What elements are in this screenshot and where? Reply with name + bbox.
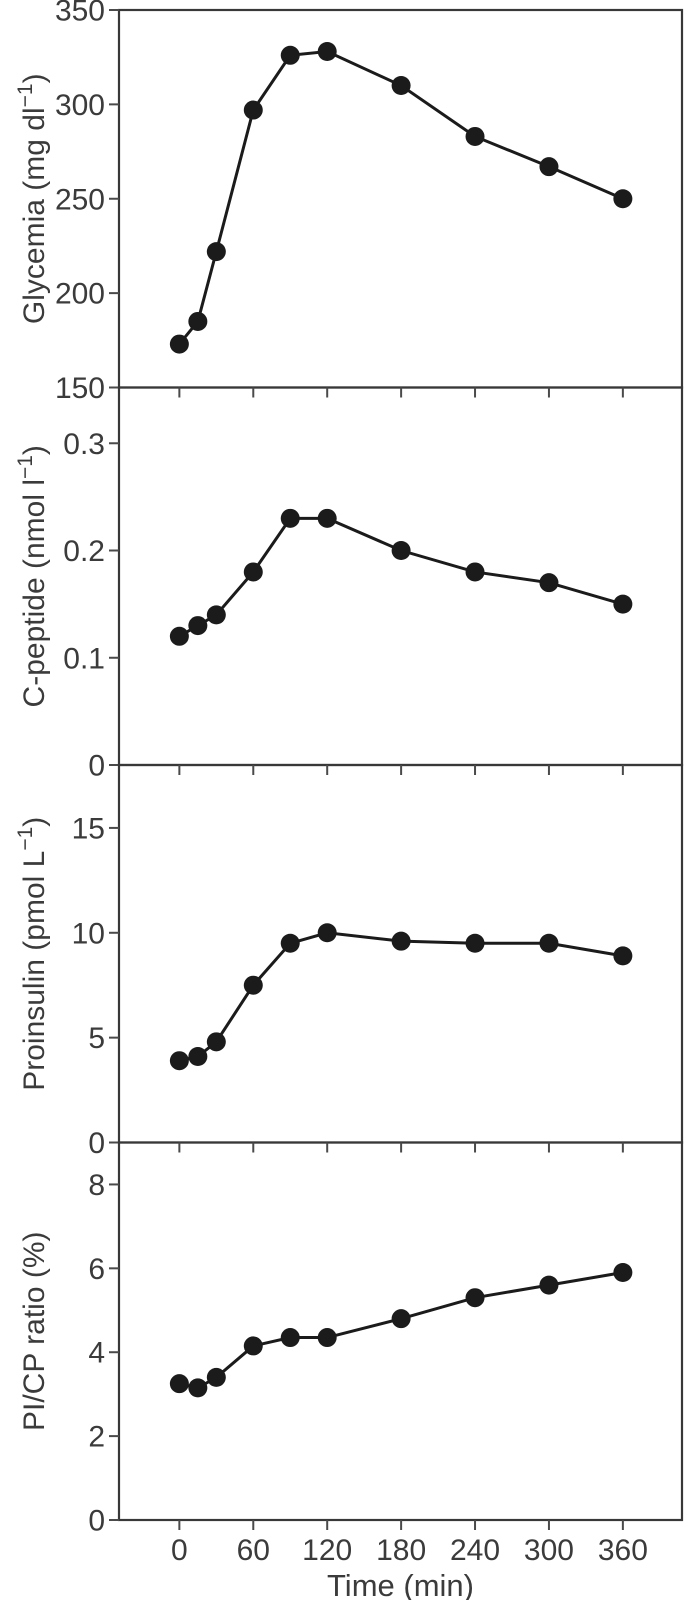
x-tick-label: 240 <box>450 1534 500 1567</box>
data-point <box>206 1367 226 1387</box>
data-point <box>280 45 300 65</box>
data-point <box>539 157 559 177</box>
x-tick-label: 60 <box>237 1534 270 1567</box>
panel-border <box>117 386 684 767</box>
data-point <box>391 1309 411 1329</box>
panel-border <box>117 1141 684 1522</box>
data-point <box>188 1047 208 1067</box>
data-point <box>391 541 411 561</box>
data-point <box>169 1051 189 1071</box>
y-tick-label: 10 <box>72 917 105 950</box>
data-point <box>280 508 300 528</box>
data-point <box>539 573 559 593</box>
data-point <box>243 1336 263 1356</box>
y-tick-label: 300 <box>55 89 105 122</box>
y-tick-label: 250 <box>55 183 105 216</box>
y-tick-label: 5 <box>88 1022 105 1055</box>
data-point <box>391 931 411 951</box>
data-point <box>613 189 633 209</box>
series-line <box>178 516 624 638</box>
panel-border <box>117 8 684 389</box>
data-point <box>613 594 633 614</box>
y-tick-label: 0 <box>88 1127 105 1160</box>
data-point <box>280 1328 300 1348</box>
data-point <box>539 1275 559 1295</box>
series-line <box>179 1271 624 1390</box>
data-point <box>206 242 226 262</box>
y-axis-label: PI/CP ratio (%) <box>18 1232 51 1432</box>
data-point <box>243 100 263 120</box>
panel-glycemia: 150 200 250 300 350 Glycemia (mg dl−1) <box>14 0 684 405</box>
data-point <box>391 76 411 95</box>
series-line <box>178 49 624 346</box>
x-tick-label: 300 <box>524 1534 574 1567</box>
y-axis-label: Proinsulin (pmol L−1) <box>14 817 51 1091</box>
x-tick-label: 360 <box>598 1534 648 1567</box>
data-point <box>188 616 208 636</box>
data-point <box>317 1328 337 1348</box>
y-tick-label: 200 <box>55 278 105 311</box>
y-tick-label: 2 <box>88 1421 105 1454</box>
panel-c-peptide: 0 0.1 0.2 0.3 C-peptide (nmol l−1) <box>14 386 684 783</box>
y-axis-label: Glycemia (mg dl−1) <box>14 73 51 324</box>
series-line <box>179 931 624 1063</box>
y-tick-label: 0.1 <box>63 642 105 675</box>
y-tick-label: 8 <box>88 1169 105 1202</box>
data-point <box>169 334 189 354</box>
data-point <box>465 933 485 953</box>
data-point <box>280 933 300 953</box>
data-point <box>206 1032 226 1052</box>
data-point <box>465 562 485 582</box>
data-point <box>613 946 633 966</box>
data-point <box>206 605 226 625</box>
y-tick-label: 6 <box>88 1253 105 1286</box>
x-tick-label: 120 <box>302 1534 352 1567</box>
y-tick-label: 15 <box>72 812 105 845</box>
x-axis-label: Time (min) <box>327 1568 474 1600</box>
y-tick-label: 0 <box>88 1505 105 1538</box>
panel-proinsulin: 0 5 10 15 Proinsulin (pmol L−1) <box>14 763 684 1160</box>
y-axis-label: C-peptide (nmol l−1) <box>14 445 51 707</box>
x-tick-label: 0 <box>171 1534 188 1567</box>
data-point <box>465 126 485 146</box>
y-tick-label: 150 <box>55 372 105 405</box>
data-point <box>539 933 559 953</box>
y-tick-label: 4 <box>88 1337 105 1370</box>
y-tick-label: 0.2 <box>63 535 105 568</box>
data-point <box>188 311 208 331</box>
data-point <box>317 923 337 943</box>
data-point <box>169 1374 189 1394</box>
data-point <box>613 1263 633 1283</box>
panel-pi-cp-ratio: 0 2 4 6 8 PI/CP ratio (%) <box>18 1141 684 1538</box>
panel-border <box>117 763 684 1144</box>
y-tick-label: 350 <box>55 0 105 28</box>
x-tick-label: 180 <box>376 1534 426 1567</box>
data-point <box>188 1378 208 1398</box>
y-tick-label: 0.3 <box>63 428 105 461</box>
data-point <box>243 562 263 582</box>
data-point <box>317 508 337 528</box>
y-tick-label: 0 <box>88 750 105 783</box>
data-point <box>317 42 337 62</box>
data-point <box>169 626 189 646</box>
data-point <box>243 975 263 995</box>
data-point <box>465 1288 485 1308</box>
